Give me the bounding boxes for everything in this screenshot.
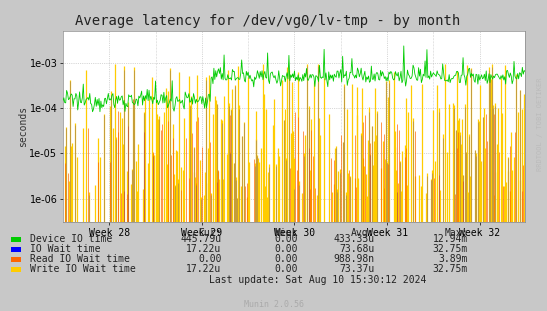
Text: Min:: Min: <box>275 228 298 238</box>
Text: 12.94m: 12.94m <box>433 234 468 244</box>
Y-axis label: seconds: seconds <box>18 106 28 147</box>
Text: 0.00: 0.00 <box>275 254 298 264</box>
Text: 988.98n: 988.98n <box>334 254 375 264</box>
Text: 0.00: 0.00 <box>275 264 298 274</box>
Text: Last update: Sat Aug 10 15:30:12 2024: Last update: Sat Aug 10 15:30:12 2024 <box>208 275 426 285</box>
Text: Average latency for /dev/vg0/lv-tmp - by month: Average latency for /dev/vg0/lv-tmp - by… <box>75 14 461 28</box>
Text: RRDTOOL / TOBI OETIKER: RRDTOOL / TOBI OETIKER <box>538 78 543 171</box>
Text: 32.75m: 32.75m <box>433 244 468 254</box>
Text: Max:: Max: <box>444 228 468 238</box>
Text: 433.33u: 433.33u <box>334 234 375 244</box>
Text: 32.75m: 32.75m <box>433 264 468 274</box>
Text: 3.89m: 3.89m <box>438 254 468 264</box>
Text: 0.00: 0.00 <box>275 244 298 254</box>
Text: Read IO Wait time: Read IO Wait time <box>30 254 130 264</box>
Text: IO Wait time: IO Wait time <box>30 244 101 254</box>
Text: 17.22u: 17.22u <box>187 244 222 254</box>
Text: 0.00: 0.00 <box>198 254 222 264</box>
Text: 0.00: 0.00 <box>275 234 298 244</box>
Text: 17.22u: 17.22u <box>187 264 222 274</box>
Text: 445.79u: 445.79u <box>181 234 222 244</box>
Text: Munin 2.0.56: Munin 2.0.56 <box>243 300 304 309</box>
Text: Device IO time: Device IO time <box>30 234 112 244</box>
Text: 73.37u: 73.37u <box>340 264 375 274</box>
Text: Avg:: Avg: <box>351 228 375 238</box>
Text: 73.68u: 73.68u <box>340 244 375 254</box>
Text: Write IO Wait time: Write IO Wait time <box>30 264 136 274</box>
Text: Cur:: Cur: <box>198 228 222 238</box>
